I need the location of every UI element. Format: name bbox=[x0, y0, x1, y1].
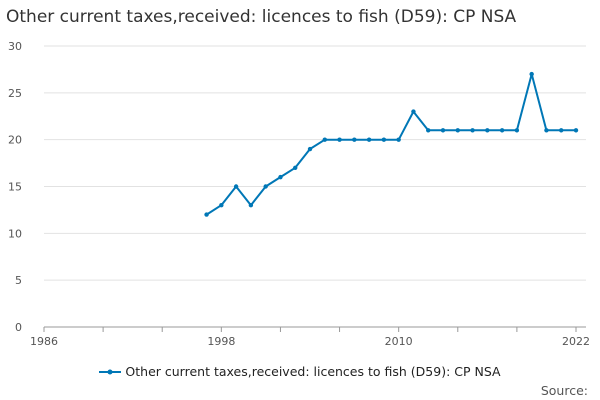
data-point bbox=[381, 137, 387, 142]
x-tick-label: 2022 bbox=[562, 335, 590, 348]
data-point bbox=[204, 212, 209, 217]
data-point bbox=[396, 137, 401, 142]
data-point bbox=[426, 128, 431, 133]
data-point bbox=[411, 109, 416, 114]
y-tick-label: 0 bbox=[15, 321, 22, 334]
data-point bbox=[337, 137, 342, 142]
data-point bbox=[278, 174, 283, 180]
data-point bbox=[322, 137, 327, 142]
y-tick-label: 5 bbox=[15, 274, 22, 287]
legend-label: Other current taxes,received: licences t… bbox=[125, 364, 501, 379]
y-tick-label: 10 bbox=[8, 227, 22, 240]
chart-title: Other current taxes,received: licences t… bbox=[6, 7, 517, 27]
series-layer bbox=[204, 71, 579, 217]
data-point bbox=[514, 128, 520, 133]
y-tick-label: 30 bbox=[8, 40, 22, 53]
x-tick-label: 1998 bbox=[207, 335, 235, 348]
y-axis-tick-labels: 0 5 10 15 20 25 30 bbox=[8, 40, 22, 334]
x-tick-label: 1986 bbox=[30, 335, 58, 348]
data-point bbox=[293, 165, 298, 170]
y-tick-label: 15 bbox=[8, 181, 22, 194]
series-line bbox=[206, 73, 576, 216]
data-point bbox=[559, 128, 564, 133]
legend-item: Other current taxes,received: licences t… bbox=[99, 364, 501, 379]
data-point bbox=[499, 128, 505, 133]
x-axis: 1986 1998 2010 2022 bbox=[30, 327, 590, 348]
x-tick-label: 2010 bbox=[385, 335, 413, 348]
data-point bbox=[470, 128, 475, 133]
data-point bbox=[233, 184, 239, 189]
data-point bbox=[352, 137, 357, 142]
data-point bbox=[263, 184, 268, 189]
data-point bbox=[219, 203, 224, 208]
data-point bbox=[529, 71, 534, 77]
legend: Other current taxes,received: licences t… bbox=[0, 364, 600, 380]
data-point bbox=[366, 137, 372, 142]
legend-line-marker-icon bbox=[99, 369, 122, 374]
data-point bbox=[307, 146, 313, 152]
data-point bbox=[455, 128, 460, 133]
y-tick-label: 20 bbox=[8, 134, 22, 147]
data-point bbox=[544, 128, 549, 133]
source-label: Source: bbox=[540, 383, 588, 398]
gridlines bbox=[44, 45, 586, 328]
data-point bbox=[248, 203, 254, 208]
data-point bbox=[440, 128, 446, 133]
y-tick-label: 25 bbox=[8, 87, 22, 100]
data-point bbox=[485, 128, 490, 133]
data-point bbox=[573, 128, 579, 133]
